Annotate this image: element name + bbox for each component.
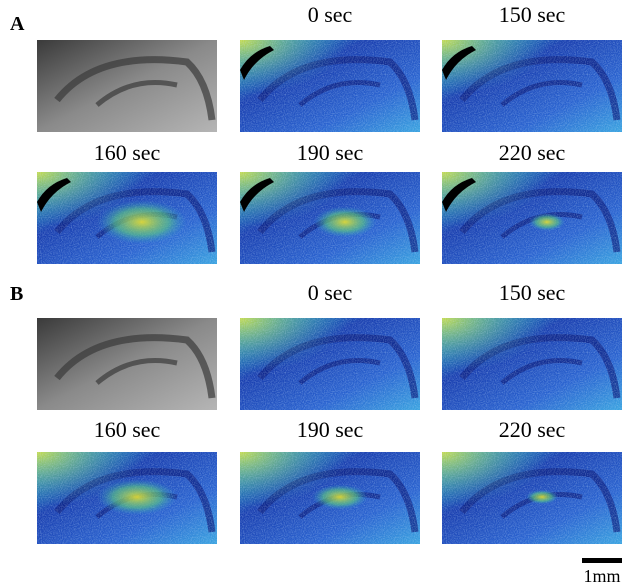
time-label: 160 sec [94,140,161,165]
image-tile [442,318,622,410]
noise [240,318,420,410]
time-label: 150 sec [499,280,566,305]
activity [312,484,368,509]
image-tile [240,40,420,132]
image-tile [37,318,217,410]
time-label: 160 sec [94,417,161,442]
time-label: 0 sec [308,2,353,27]
activity [97,200,187,244]
time-label: 220 sec [499,140,566,165]
figure: A 0 sec 150 sec 160 sec 190 sec 220 sec B 0 sec… [0,0,636,585]
time-label: 220 sec [499,417,566,442]
noise [442,318,622,410]
activity [97,479,177,515]
time-label: 190 sec [297,417,364,442]
panel-label: B [10,283,23,305]
image-tile [442,40,622,132]
image-tile [37,172,217,264]
scale-bar [582,558,622,563]
time-label: 0 sec [308,280,353,305]
image-tile [442,172,622,264]
activity [529,213,565,231]
image-tile [37,40,217,132]
panel-label: A [10,13,25,35]
activity [314,207,377,238]
image-tile [240,318,420,410]
time-label: 150 sec [499,2,566,27]
scale-label: 1mm [583,566,620,585]
time-label: 190 sec [297,140,364,165]
activity [526,490,558,504]
image-tile [240,172,420,264]
